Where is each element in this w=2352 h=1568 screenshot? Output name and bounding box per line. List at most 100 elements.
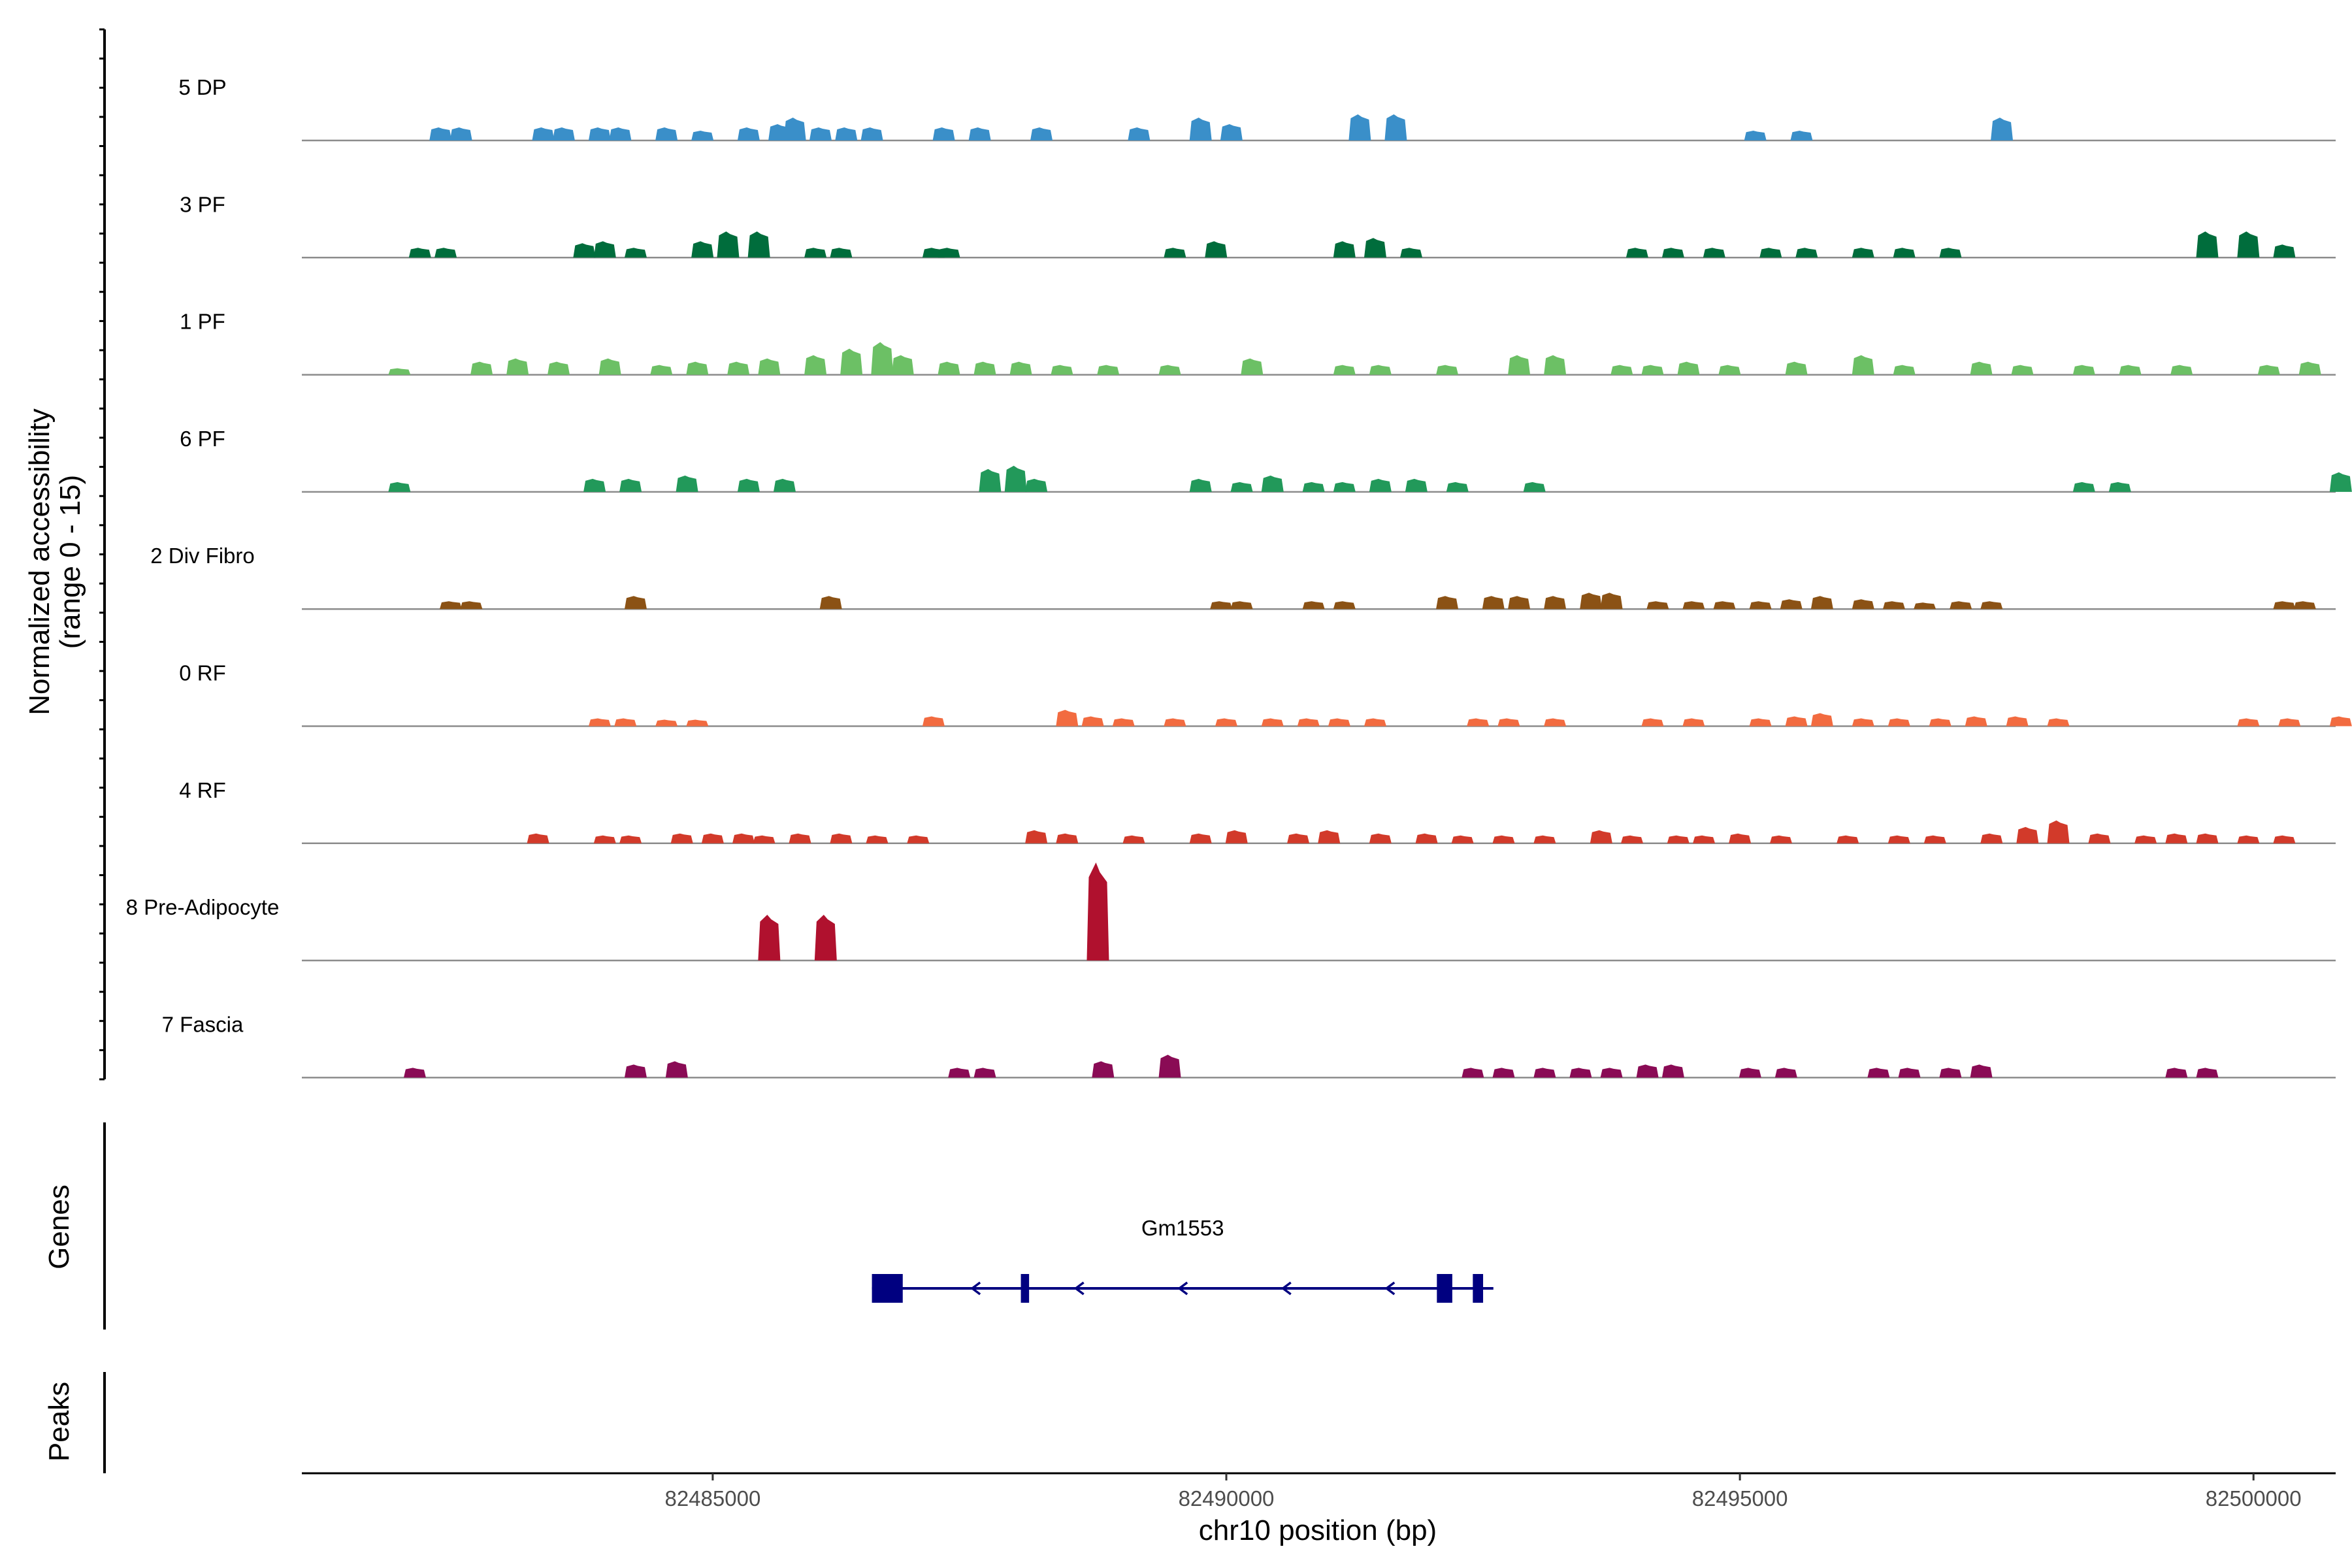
coverage-peak xyxy=(1164,248,1186,258)
coverage-peak xyxy=(1025,830,1048,843)
coverage-peak xyxy=(1852,599,1874,610)
coverage-peak xyxy=(1646,601,1669,610)
gene-exon xyxy=(1437,1274,1452,1303)
coverage-peak xyxy=(2196,1068,2219,1078)
coverage-peak xyxy=(2047,820,2070,843)
coverage-peak xyxy=(434,248,457,258)
coverage-peak xyxy=(1230,601,1253,610)
coverage-peak xyxy=(737,127,760,140)
coverage-peak xyxy=(783,118,806,140)
coverage-peak xyxy=(2237,718,2260,727)
coverage-peak xyxy=(1718,365,1741,375)
coverage-peak xyxy=(1128,127,1151,140)
track-0-rf: 0 RF xyxy=(179,661,2352,727)
coverage-peak xyxy=(583,478,606,492)
coverage-peak xyxy=(819,596,842,610)
coverage-peak xyxy=(624,248,647,258)
coverage-peak xyxy=(1703,248,1725,258)
coverage-peak xyxy=(1641,718,1664,727)
coverage-peak xyxy=(388,482,411,492)
coverage-peak xyxy=(753,835,776,843)
coverage-peak xyxy=(1533,835,1556,843)
track-3-pf: 3 PF xyxy=(180,192,2336,259)
coverage-tracks: 5 DP 3 PF 1 PF 6 PF 2 Div Fibro 0 RF 4 RF 8 Pre… xyxy=(126,75,2352,1079)
coverage-peak xyxy=(1770,835,1792,843)
coverage-peak xyxy=(1056,710,1079,727)
coverage-peak xyxy=(1544,596,1567,610)
coverage-peak xyxy=(1898,1068,1921,1078)
coverage-peak xyxy=(2047,718,2070,727)
coverage-peak xyxy=(506,358,529,375)
coverage-peak xyxy=(1122,835,1145,843)
gene-strand-arrow xyxy=(970,1281,981,1296)
gene-strand-arrow xyxy=(1177,1281,1188,1296)
track-label: 4 RF xyxy=(179,778,226,802)
coverage-peak xyxy=(1004,465,1027,492)
coverage-peak xyxy=(758,358,781,375)
coverage-peak xyxy=(1759,248,1782,258)
coverage-peak xyxy=(891,355,914,375)
coverage-peak xyxy=(932,127,955,140)
coverage-peak xyxy=(1328,718,1350,727)
coverage-peak xyxy=(1158,1054,1181,1078)
coverage-peak xyxy=(1205,241,1228,258)
coverage-peak xyxy=(670,833,693,843)
x-tick-label: 82490000 xyxy=(1179,1486,1275,1511)
coverage-peak xyxy=(1364,718,1386,727)
coverage-peak xyxy=(1369,365,1392,375)
coverage-peak xyxy=(1544,718,1567,727)
coverage-peak xyxy=(1405,478,1428,492)
coverage-peak xyxy=(830,833,853,843)
coverage-peak xyxy=(1970,1064,1993,1078)
x-axis-label: chr10 position (bp) xyxy=(1199,1514,1437,1546)
coverage-peak xyxy=(1580,593,1603,610)
coverage-peak xyxy=(2298,361,2321,375)
coverage-peak xyxy=(1287,833,1310,843)
coverage-peak xyxy=(814,915,837,961)
y-axis-label: Normalized accessibility xyxy=(24,408,56,715)
genes-label: Genes xyxy=(43,1184,75,1269)
coverage-peak xyxy=(1415,833,1438,843)
coverage-peak xyxy=(1980,601,2003,610)
coverage-peak xyxy=(1852,718,1874,727)
track-label: 0 RF xyxy=(179,661,226,685)
coverage-peak xyxy=(1667,835,1690,843)
coverage-peak xyxy=(2196,231,2219,258)
coverage-peak xyxy=(1852,355,1874,375)
coverage-peak xyxy=(1189,478,1212,492)
coverage-peak xyxy=(2072,482,2095,492)
track-label: 2 Div Fibro xyxy=(150,544,255,568)
coverage-peak xyxy=(1795,248,1818,258)
coverage-peak xyxy=(691,131,714,140)
coverage-peak xyxy=(1939,1068,1962,1078)
coverage-peak xyxy=(1661,248,1684,258)
coverage-peak xyxy=(650,365,673,375)
coverage-peak xyxy=(1215,718,1237,727)
coverage-peak xyxy=(1641,365,1664,375)
coverage-peak xyxy=(2196,833,2219,843)
coverage-peak xyxy=(598,358,621,375)
coverage-peak xyxy=(1950,601,1972,610)
coverage-peak xyxy=(830,248,853,258)
coverage-peak xyxy=(624,596,647,610)
coverage-peak xyxy=(758,915,781,961)
track-1-pf: 1 PF xyxy=(180,310,2336,376)
coverage-peak xyxy=(1086,862,1109,961)
coverage-peak xyxy=(1785,361,1808,375)
coverage-peak xyxy=(686,719,709,727)
coverage-peak xyxy=(676,475,698,492)
coverage-peak xyxy=(747,231,770,258)
coverage-peak xyxy=(1533,1068,1556,1078)
coverage-peak xyxy=(1302,601,1325,610)
coverage-peak xyxy=(1189,118,1212,140)
coverage-peak xyxy=(1621,835,1644,843)
coverage-peak xyxy=(588,127,611,140)
coverage-peak xyxy=(866,835,889,843)
coverage-peak xyxy=(727,361,750,375)
coverage-peak xyxy=(1980,833,2003,843)
x-tick-label: 82495000 xyxy=(1692,1486,1788,1511)
coverage-peak xyxy=(1009,361,1032,375)
gene-strand-arrow xyxy=(1073,1281,1085,1296)
coverage-peak xyxy=(1051,365,1073,375)
coverage-peak xyxy=(1030,127,1053,140)
